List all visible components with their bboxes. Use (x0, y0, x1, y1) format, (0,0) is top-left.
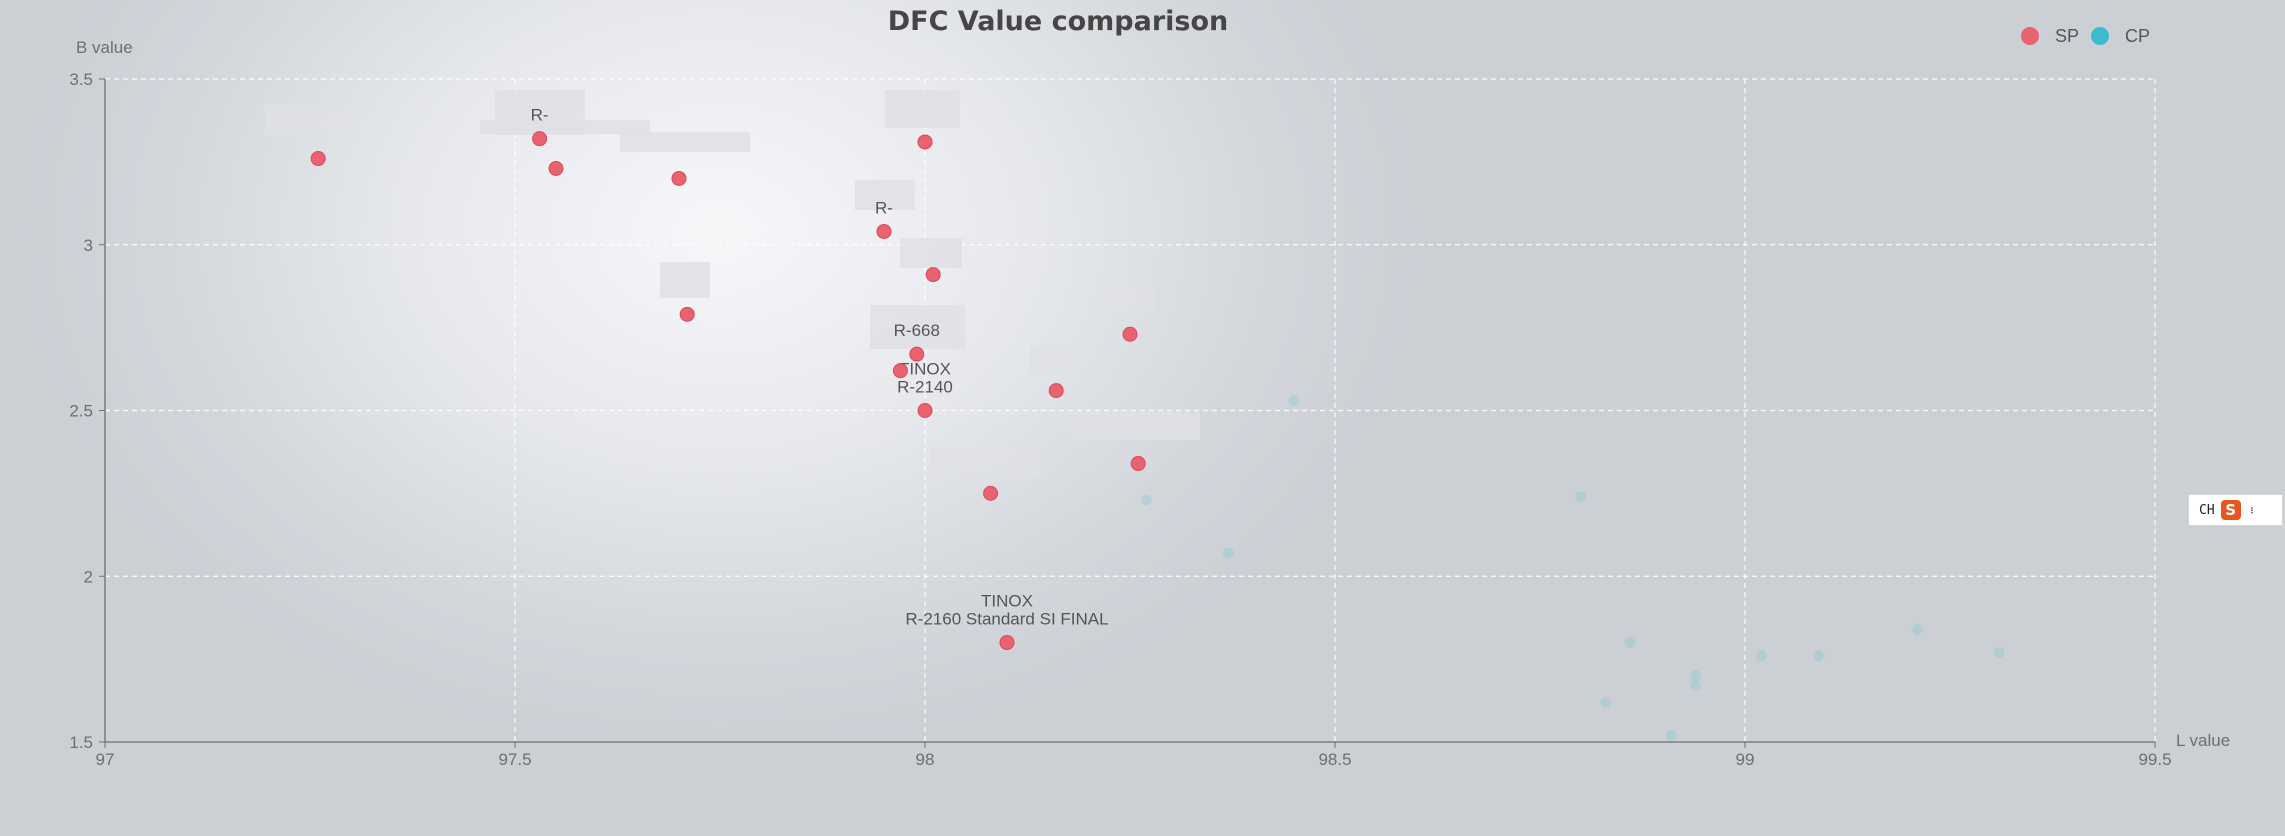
sp-point[interactable] (983, 485, 999, 501)
sp-point[interactable] (1122, 326, 1138, 342)
legend-cp-marker (2091, 27, 2109, 45)
point-label: R-2160 Standard SI FINAL (905, 610, 1108, 629)
cp-point[interactable] (1600, 696, 1612, 708)
ime-toolbar[interactable]: CH S ⋯ (2188, 494, 2283, 526)
cp-point[interactable] (1140, 494, 1152, 506)
sp-point[interactable] (876, 223, 892, 239)
legend-item-sp[interactable]: SP (2021, 26, 2079, 46)
sp-point[interactable] (917, 134, 933, 150)
blurred-label (620, 132, 750, 152)
x-axis-label: L value (2176, 731, 2230, 750)
point-label: R-2140 (897, 378, 953, 397)
cp-point[interactable] (1993, 646, 2005, 658)
y-tick-label: 1.5 (69, 733, 93, 752)
x-tick-label: 98 (916, 750, 935, 769)
sp-point[interactable] (925, 267, 941, 283)
blurred-label (855, 180, 915, 210)
blurred-labels (265, 90, 1200, 478)
more-options-icon[interactable]: ⋯ (2245, 506, 2259, 514)
y-axis-label: B value (76, 38, 133, 57)
x-tick-label: 97 (96, 750, 115, 769)
y-tick-label: 3 (84, 236, 93, 255)
chart-title: DFC Value comparison (888, 6, 1229, 37)
blurred-label (660, 262, 710, 298)
blurred-label (870, 305, 965, 349)
sp-point[interactable] (1130, 456, 1146, 472)
sp-point[interactable] (892, 363, 908, 379)
cp-point[interactable] (1690, 680, 1702, 692)
sp-point[interactable] (671, 170, 687, 186)
cp-point[interactable] (1288, 395, 1300, 407)
x-tick-label: 97.5 (498, 750, 531, 769)
sogou-logo-icon[interactable]: S (2220, 500, 2241, 520)
cp-point[interactable] (1624, 637, 1636, 649)
cp-point[interactable] (1222, 547, 1234, 559)
sp-point[interactable] (909, 346, 925, 362)
legend[interactable]: SP CP (2021, 26, 2150, 46)
x-tick-label: 98.5 (1318, 750, 1351, 769)
legend-sp-label: SP (2055, 26, 2079, 46)
point-label: TINOX (899, 360, 951, 379)
point-label: R- (875, 198, 893, 217)
sp-point[interactable] (532, 131, 548, 147)
y-tick-label: 2 (84, 567, 93, 586)
blurred-label (885, 90, 960, 128)
ime-language-label[interactable]: CH (2199, 502, 2215, 518)
y-tick-label: 2.5 (69, 402, 93, 421)
point-label: R- (531, 106, 549, 125)
cp-point[interactable] (1690, 670, 1702, 682)
cp-point[interactable] (1575, 491, 1587, 503)
legend-sp-marker (2021, 27, 2039, 45)
blurred-label (265, 105, 360, 135)
blurred-label (480, 120, 650, 134)
point-label: R-668 (894, 321, 940, 340)
data-points[interactable] (310, 131, 2005, 741)
grid-lines (105, 78, 2156, 742)
point-label: TINOX (981, 592, 1033, 611)
legend-cp-label: CP (2125, 26, 2150, 46)
axes: 97 97.5 98 98.5 99 99.5 1.5 2 2.5 3 3.5 (69, 70, 2171, 769)
cp-point[interactable] (1911, 623, 1923, 635)
blurred-label (930, 448, 1040, 478)
cp-point[interactable] (1665, 729, 1677, 741)
sp-point[interactable] (917, 403, 933, 418)
cp-point[interactable] (1813, 650, 1825, 662)
x-tick-label: 99.5 (2138, 750, 2171, 769)
sp-point[interactable] (548, 161, 564, 177)
sp-point[interactable] (999, 635, 1015, 651)
x-tick-label: 99 (1736, 750, 1755, 769)
y-tick-label: 3.5 (69, 70, 93, 89)
legend-item-cp[interactable]: CP (2091, 26, 2150, 46)
blurred-label (1105, 285, 1155, 315)
blurred-label (1030, 345, 1080, 375)
sp-point[interactable] (679, 306, 695, 322)
cp-point[interactable] (1755, 650, 1767, 662)
sp-point[interactable] (1048, 383, 1064, 399)
blurred-label (1070, 412, 1200, 440)
sp-point[interactable] (310, 151, 326, 167)
blurred-label (900, 238, 962, 268)
